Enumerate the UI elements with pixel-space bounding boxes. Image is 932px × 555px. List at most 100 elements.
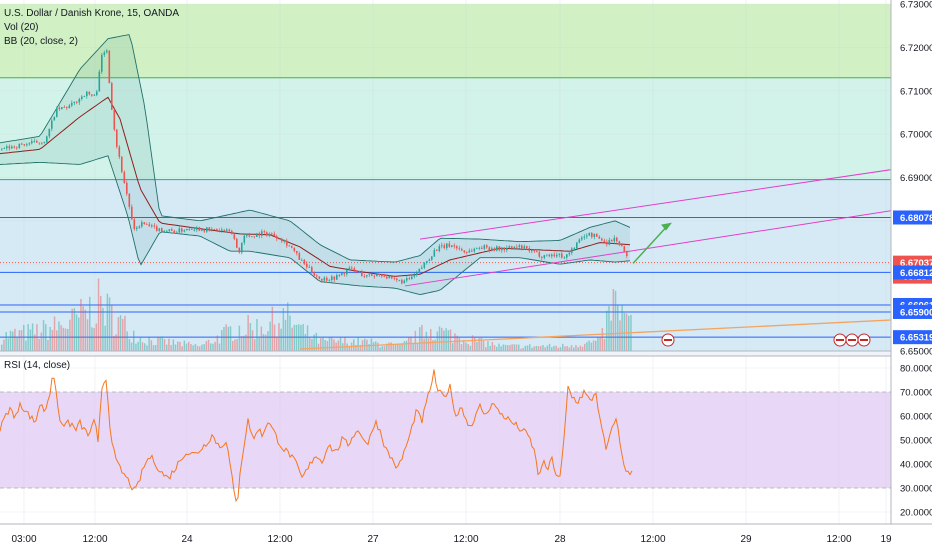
volume-bar xyxy=(410,337,412,351)
time-tick-label: 12:00 xyxy=(453,534,478,545)
price-tick-label: 6.69000 xyxy=(900,173,932,184)
trend-line xyxy=(299,319,892,350)
candle-body xyxy=(341,273,343,276)
candle-body xyxy=(498,246,501,251)
volume-bar xyxy=(267,331,269,351)
candle-body xyxy=(356,270,358,272)
volume-bar xyxy=(245,334,247,351)
volume-bar xyxy=(555,345,557,351)
volume-bar xyxy=(146,345,148,351)
volume-bar xyxy=(291,327,293,351)
candle-body xyxy=(161,228,163,232)
volume-bar xyxy=(302,323,304,351)
volume-bar xyxy=(430,329,432,351)
candle-body xyxy=(3,148,6,150)
volume-bar xyxy=(331,337,333,351)
candle-body xyxy=(148,224,151,227)
candle-body xyxy=(571,248,573,253)
volume-bar xyxy=(617,305,619,351)
volume-bar xyxy=(295,324,298,351)
candle-body xyxy=(616,237,618,242)
candle-body xyxy=(333,276,336,280)
candle-body xyxy=(101,54,103,72)
candle-body xyxy=(131,206,133,220)
volume-bar xyxy=(23,325,25,351)
channel-line-0 xyxy=(419,163,932,240)
candle-body xyxy=(396,278,398,280)
candle-body xyxy=(518,245,521,248)
volume-bar xyxy=(564,346,566,351)
candle-body xyxy=(73,101,76,104)
volume-bar xyxy=(533,346,535,351)
volume-bar xyxy=(401,343,403,351)
candle-body xyxy=(16,147,18,149)
volume-bar xyxy=(575,345,577,351)
volume-bar xyxy=(97,278,100,351)
candle-body xyxy=(378,274,381,275)
candle-body xyxy=(526,246,528,249)
candle-body xyxy=(411,276,413,279)
volume-bar xyxy=(133,330,135,351)
candle-body xyxy=(453,245,456,247)
volume-bar xyxy=(452,343,454,351)
candle-body xyxy=(26,144,28,146)
candle-body xyxy=(48,128,51,137)
volume-bar xyxy=(51,329,54,351)
volume-bar xyxy=(535,345,538,351)
time-tick-label: 27 xyxy=(367,534,379,545)
candle-body xyxy=(346,270,348,275)
candle-body xyxy=(218,230,221,232)
volume-bar xyxy=(64,328,67,351)
volume-bar xyxy=(425,331,428,351)
volume-bar xyxy=(119,315,122,351)
volume-bar xyxy=(16,336,18,351)
rsi-tick-label: 20.0000 xyxy=(900,508,932,519)
volume-bar xyxy=(491,341,494,351)
candle-body xyxy=(18,143,21,148)
volume-bar xyxy=(317,343,320,351)
candle-body xyxy=(598,236,601,239)
candle-body xyxy=(606,241,608,245)
volume-bar xyxy=(546,345,549,351)
candle-body xyxy=(116,129,118,147)
volume-bar xyxy=(106,293,109,351)
candle-body xyxy=(246,235,248,237)
candle-body xyxy=(543,255,546,258)
volume-bar xyxy=(273,324,276,351)
candle-body xyxy=(431,256,433,260)
volume-bar xyxy=(586,342,588,351)
volume-bar xyxy=(130,342,133,351)
candle-body xyxy=(181,228,183,232)
price-tag-bg xyxy=(893,330,932,345)
candle-body xyxy=(251,236,253,238)
volume-bar xyxy=(152,345,155,351)
candle-body xyxy=(183,230,186,232)
volume-bar xyxy=(359,344,362,351)
candle-body xyxy=(446,243,448,249)
volume-bar xyxy=(234,339,236,351)
volume-bar xyxy=(170,345,172,351)
volume-bar xyxy=(93,328,95,351)
volume-bar xyxy=(412,344,414,351)
volume-bar xyxy=(581,346,584,351)
volume-bar xyxy=(304,334,307,351)
candle-body xyxy=(601,238,603,241)
candle-body xyxy=(191,229,193,230)
candle-body xyxy=(228,229,231,232)
candle-body xyxy=(128,193,131,207)
candle-body xyxy=(423,262,426,268)
volume-bar xyxy=(58,321,60,351)
bb-basis-line xyxy=(0,96,631,277)
volume-bar xyxy=(313,334,315,351)
volume-indicator-label: Vol (20) xyxy=(4,22,39,33)
candle-body xyxy=(33,141,36,142)
volume-bar xyxy=(542,345,544,351)
volume-bar xyxy=(254,339,256,351)
candle-body xyxy=(373,275,376,277)
candle-body xyxy=(478,247,481,249)
price-tag-label: 6.68078 xyxy=(900,213,932,224)
candle-body xyxy=(93,95,96,96)
candle-body xyxy=(233,234,236,239)
volume-bar xyxy=(421,324,423,351)
volume-bar xyxy=(438,326,441,351)
